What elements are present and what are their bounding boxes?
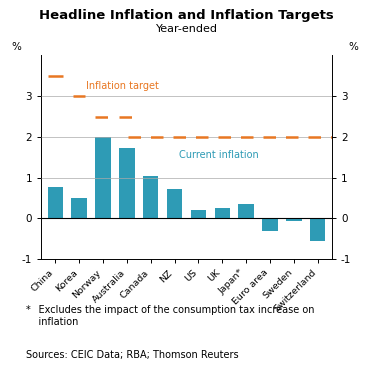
Bar: [119, 148, 135, 218]
Bar: [262, 218, 278, 231]
Text: Headline Inflation and Inflation Targets: Headline Inflation and Inflation Targets: [39, 9, 334, 22]
Bar: [143, 175, 159, 218]
Text: %: %: [11, 43, 21, 53]
Bar: [48, 186, 63, 218]
Bar: [214, 208, 230, 218]
Text: Sources: CEIC Data; RBA; Thomson Reuters: Sources: CEIC Data; RBA; Thomson Reuters: [26, 350, 239, 360]
Bar: [191, 210, 206, 218]
Text: *: *: [26, 305, 31, 315]
Text: Year-ended: Year-ended: [156, 24, 217, 34]
Bar: [95, 137, 111, 218]
Text: Current inflation: Current inflation: [179, 150, 259, 160]
Bar: [238, 204, 254, 218]
Bar: [72, 198, 87, 218]
Bar: [310, 218, 325, 240]
Text: %: %: [349, 43, 359, 53]
Bar: [167, 189, 182, 218]
Text: Excludes the impact of the consumption tax increase on
    inflation: Excludes the impact of the consumption t…: [26, 305, 314, 327]
Text: Inflation target: Inflation target: [86, 81, 159, 91]
Bar: [286, 218, 301, 221]
